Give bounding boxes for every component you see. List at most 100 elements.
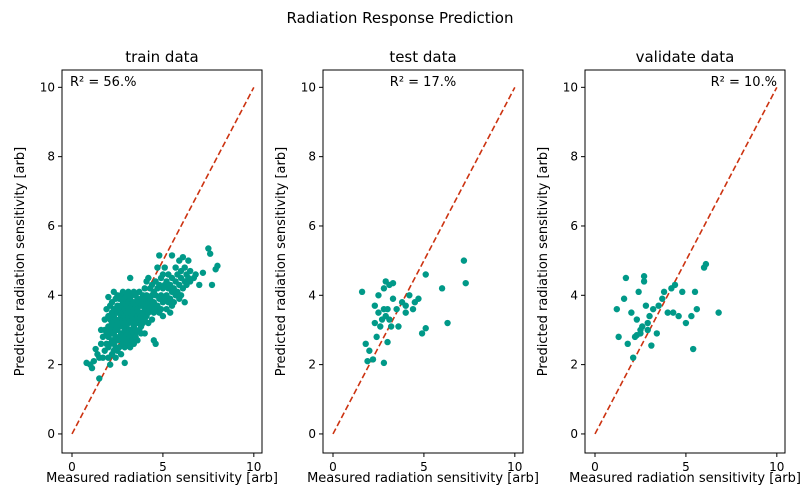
y-tick-label: 4 <box>47 288 55 302</box>
data-point <box>384 305 391 313</box>
data-point <box>693 305 701 313</box>
data-point <box>689 345 697 353</box>
data-point <box>393 305 400 313</box>
data-point <box>384 338 391 346</box>
y-tick-label: 6 <box>47 219 55 233</box>
x-axis-label: Measured radiation sensitivity [arb] <box>46 471 278 486</box>
panel-title: validate data <box>636 48 735 66</box>
data-point <box>106 361 114 368</box>
data-point <box>159 271 167 278</box>
data-point <box>181 299 188 306</box>
x-tick-label: 10 <box>246 460 261 474</box>
data-point <box>633 331 641 339</box>
data-point <box>177 292 185 299</box>
scatter-points <box>83 245 221 382</box>
x-tick-label: 10 <box>769 460 784 474</box>
axes-frame <box>61 69 263 454</box>
data-point <box>659 295 666 302</box>
data-point <box>362 340 369 348</box>
data-point <box>640 273 648 280</box>
panel-3: 0 5 10 0 2 4 6 8 10 validate data Measured radiati… <box>536 48 800 486</box>
data-point <box>671 281 679 289</box>
data-point <box>172 264 179 271</box>
panel-title: test data <box>389 48 456 66</box>
data-point <box>415 295 422 302</box>
y-tick-label: 6 <box>308 219 316 233</box>
data-point <box>395 323 402 330</box>
data-point <box>134 337 141 344</box>
data-point <box>145 274 152 282</box>
data-point <box>369 356 377 363</box>
x-tick-label: 0 <box>68 460 76 474</box>
identity-line <box>332 86 516 435</box>
y-tick-label: 2 <box>308 358 316 372</box>
data-point <box>444 319 451 327</box>
y-tick-label: 6 <box>570 219 578 233</box>
data-point <box>620 295 628 302</box>
data-point <box>105 293 112 301</box>
data-point <box>208 281 216 289</box>
data-point <box>186 267 194 275</box>
data-point <box>622 274 630 282</box>
data-point <box>389 295 397 302</box>
data-point <box>196 281 203 289</box>
data-point <box>380 359 388 367</box>
data-point <box>170 299 178 306</box>
data-point <box>644 326 651 334</box>
data-point <box>438 285 446 292</box>
y-tick-label: 10 <box>563 80 578 94</box>
data-point <box>214 262 221 270</box>
y-tick-label: 0 <box>570 427 578 441</box>
data-point <box>660 288 668 296</box>
data-point <box>460 257 468 264</box>
data-point <box>702 260 710 268</box>
data-point <box>148 316 156 323</box>
data-point <box>386 316 393 323</box>
r-squared-annotation: R² = 56.% <box>70 75 136 90</box>
data-point <box>168 252 176 259</box>
data-point <box>691 288 699 296</box>
y-tick-label: 4 <box>570 288 578 302</box>
data-point <box>637 326 644 334</box>
data-point <box>635 288 642 296</box>
x-tick-label: 10 <box>507 460 522 474</box>
data-point <box>371 302 379 309</box>
axes-frame <box>584 69 786 454</box>
data-point <box>179 253 187 261</box>
data-point <box>688 312 695 320</box>
data-point <box>141 330 148 337</box>
data-point <box>157 305 165 313</box>
panel-1: 0 5 10 0 2 4 6 8 10 train data Measured radiation … <box>13 48 278 486</box>
data-point <box>402 302 409 309</box>
data-point <box>141 285 148 292</box>
data-point <box>664 309 671 316</box>
data-point <box>422 271 429 278</box>
x-tick-label: 0 <box>591 460 599 474</box>
data-point <box>371 319 379 327</box>
data-point <box>185 257 192 264</box>
data-point <box>156 252 163 259</box>
data-point <box>206 250 214 257</box>
data-point <box>669 309 677 316</box>
data-point <box>380 285 388 292</box>
data-point <box>644 319 651 327</box>
data-point <box>642 302 650 309</box>
data-point <box>364 357 371 365</box>
data-point <box>190 274 198 282</box>
panel-title: train data <box>125 48 198 66</box>
data-point <box>406 292 413 299</box>
data-point <box>633 316 641 323</box>
x-tick-label: 5 <box>682 460 690 474</box>
data-point <box>422 325 429 332</box>
r-squared-annotation: R² = 17.% <box>390 75 456 90</box>
y-tick-label: 2 <box>570 358 578 372</box>
data-point <box>126 274 134 282</box>
data-point <box>409 305 417 313</box>
data-point <box>653 330 661 337</box>
data-point <box>389 279 397 287</box>
y-tick-label: 10 <box>301 80 316 94</box>
data-point <box>366 347 373 354</box>
x-tick-label: 5 <box>420 460 428 474</box>
y-tick-label: 8 <box>47 150 55 164</box>
